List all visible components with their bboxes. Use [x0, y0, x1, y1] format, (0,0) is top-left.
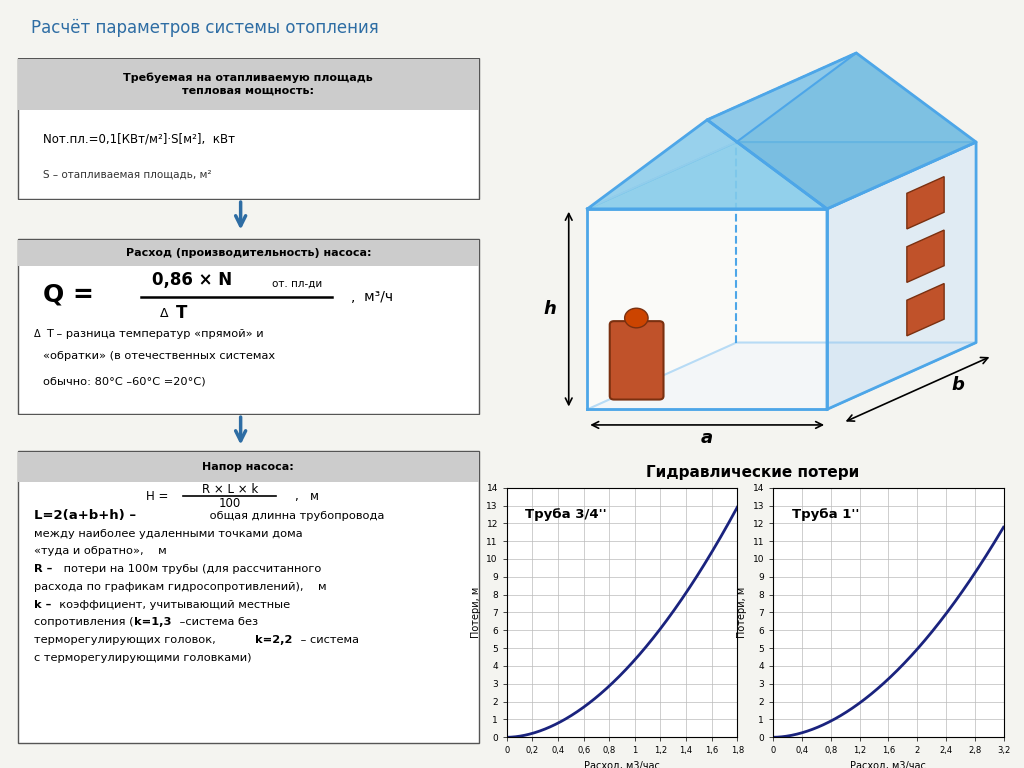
Text: Труба 3/4'': Труба 3/4'' — [525, 508, 607, 521]
Polygon shape — [588, 209, 827, 409]
Text: «обратки» (в отечественных системах: «обратки» (в отечественных системах — [43, 352, 275, 362]
FancyBboxPatch shape — [17, 452, 479, 482]
Text: Труба 1'': Труба 1'' — [792, 508, 859, 521]
Text: a: a — [701, 429, 714, 447]
Polygon shape — [708, 53, 976, 209]
Text: коэффициент, учитывающий местные: коэффициент, учитывающий местные — [51, 600, 290, 610]
Text: 100: 100 — [218, 497, 241, 510]
Text: общая длинна трубопровода: общая длинна трубопровода — [207, 511, 385, 521]
Text: k=1,3: k=1,3 — [134, 617, 172, 627]
Text: обычно: 80°C –60°C =20°C): обычно: 80°C –60°C =20°C) — [43, 376, 206, 386]
Text: Напор насоса:: Напор насоса: — [203, 462, 294, 472]
Text: с терморегулирующими головками): с терморегулирующими головками) — [34, 653, 252, 663]
Polygon shape — [588, 343, 976, 409]
Text: k –: k – — [34, 600, 51, 610]
Text: ,  м³/ч: , м³/ч — [351, 290, 393, 304]
Text: h: h — [544, 300, 556, 318]
Polygon shape — [907, 230, 944, 283]
Polygon shape — [827, 142, 976, 409]
Text: 0,86 × N: 0,86 × N — [153, 271, 232, 290]
FancyBboxPatch shape — [609, 321, 664, 399]
Text: сопротивления (: сопротивления ( — [34, 617, 133, 627]
Text: b: b — [951, 376, 965, 394]
Text: –система без: –система без — [176, 617, 258, 627]
Text: Δ: Δ — [34, 329, 41, 339]
FancyBboxPatch shape — [17, 59, 479, 110]
X-axis label: Расход, м3/час: Расход, м3/час — [850, 761, 927, 768]
Text: между наиболее удаленными точками дома: между наиболее удаленными точками дома — [34, 528, 303, 538]
Polygon shape — [588, 142, 976, 209]
Text: Δ: Δ — [160, 306, 168, 319]
Text: T – разница температур «прямой» и: T – разница температур «прямой» и — [46, 329, 263, 339]
FancyBboxPatch shape — [17, 451, 479, 743]
Text: k=2,2: k=2,2 — [255, 635, 293, 645]
Polygon shape — [907, 177, 944, 229]
FancyBboxPatch shape — [17, 239, 479, 414]
Text: терморегулирующих головок,: терморегулирующих головок, — [34, 635, 219, 645]
Circle shape — [625, 308, 648, 328]
Text: потери на 100м трубы (для рассчитанного: потери на 100м трубы (для рассчитанного — [59, 564, 321, 574]
Text: Q =: Q = — [43, 283, 94, 306]
Text: «туда и обратно»,    м: «туда и обратно», м — [34, 546, 167, 556]
X-axis label: Расход, м3/час: Расход, м3/час — [584, 761, 660, 768]
Text: Расчёт параметров системы отопления: Расчёт параметров системы отопления — [31, 19, 379, 38]
Text: Требуемая на отапливаемую площадь
тепловая мощность:: Требуемая на отапливаемую площадь теплов… — [124, 72, 373, 95]
Polygon shape — [588, 53, 856, 209]
Text: Nот.пл.=0,1[КВт/м²]·S[м²],  кВт: Nот.пл.=0,1[КВт/м²]·S[м²], кВт — [43, 132, 236, 145]
Polygon shape — [588, 120, 827, 209]
FancyBboxPatch shape — [17, 240, 479, 266]
Polygon shape — [907, 283, 944, 336]
Text: S – отапливаемая площадь, м²: S – отапливаемая площадь, м² — [43, 169, 212, 179]
Text: R × L × k: R × L × k — [202, 483, 258, 495]
Text: T: T — [176, 304, 187, 322]
Text: L=2(a+b+h) –: L=2(a+b+h) – — [34, 509, 136, 522]
Text: – система: – система — [297, 635, 359, 645]
Y-axis label: Потери, м: Потери, м — [737, 587, 748, 638]
Text: ,   м: , м — [295, 490, 318, 503]
Text: Гидравлические потери: Гидравлические потери — [646, 465, 859, 480]
Text: Расход (производительность) насоса:: Расход (производительность) насоса: — [126, 248, 371, 258]
Text: расхода по графикам гидросопротивлений),    м: расхода по графикам гидросопротивлений),… — [34, 582, 327, 592]
FancyBboxPatch shape — [17, 58, 479, 199]
Text: от. пл-ди: от. пл-ди — [271, 279, 322, 289]
Text: R –: R – — [34, 564, 52, 574]
Text: H =: H = — [145, 490, 172, 503]
Y-axis label: Потери, м: Потери, м — [471, 587, 481, 638]
